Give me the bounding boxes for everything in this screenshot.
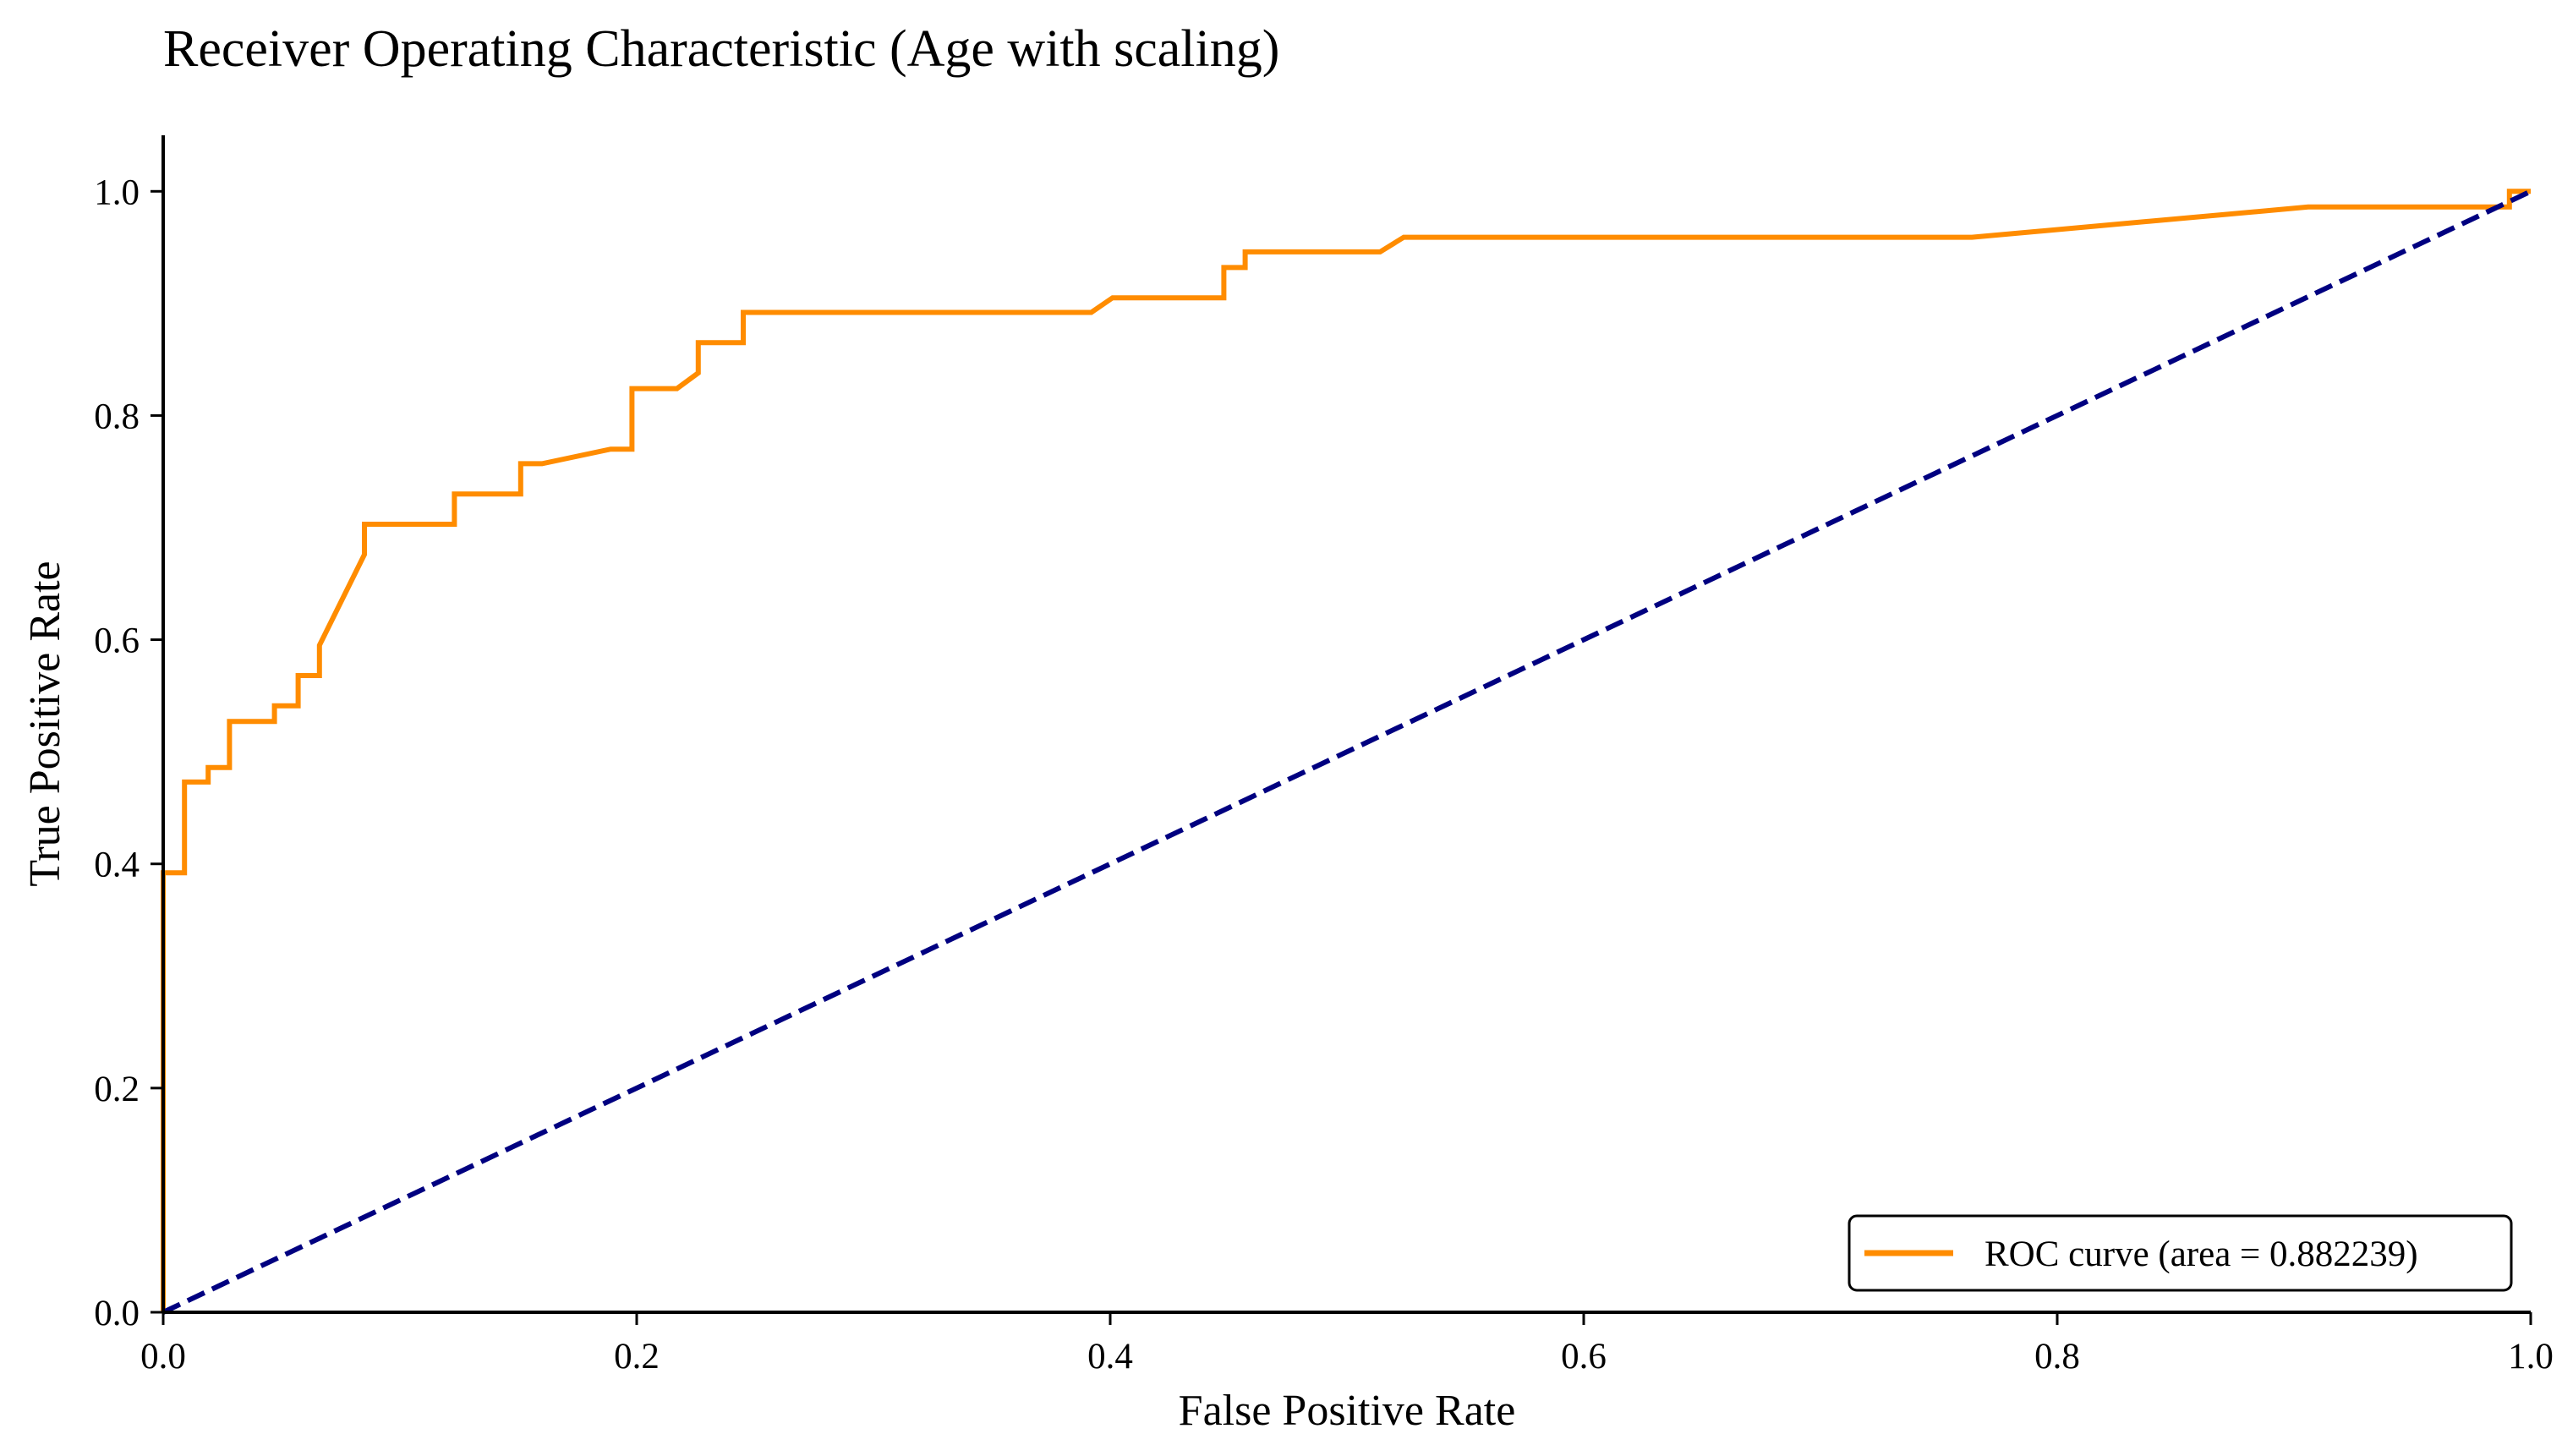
series-layer — [161, 189, 2532, 1315]
y-axis-ticks: 0.0 0.2 0.4 0.6 0.8 1.0 — [94, 172, 163, 1333]
roc-curve-line — [161, 189, 2531, 1312]
legend-box — [1848, 1214, 2513, 1292]
y-axis-label: True Positive Rate — [21, 561, 69, 886]
chance-diagonal-line — [161, 189, 2532, 1315]
y-tick-label: 0.0 — [94, 1294, 140, 1333]
x-tick-label: 0.8 — [2034, 1337, 2080, 1377]
chart-title: Receiver Operating Characteristic (Age w… — [163, 20, 1279, 78]
x-axis-label: False Positive Rate — [1179, 1387, 1516, 1435]
x-axis-ticks: 0.0 0.2 0.4 0.6 0.8 1.0 — [140, 1312, 2554, 1377]
x-tick-label: 0.2 — [614, 1337, 660, 1377]
y-tick-label: 0.4 — [94, 846, 140, 885]
legend: ROC curve (area = 0.882239) — [1848, 1214, 2513, 1292]
legend-label-roc-curve: ROC curve (area = 0.882239) — [1984, 1234, 2418, 1274]
x-tick-label: 0.6 — [1561, 1337, 1607, 1377]
x-tick-label: 1.0 — [2508, 1337, 2554, 1377]
y-tick-label: 0.6 — [94, 621, 140, 661]
y-tick-label: 0.8 — [94, 397, 140, 436]
y-tick-label: 1.0 — [94, 172, 140, 212]
y-tick-label: 0.2 — [94, 1070, 140, 1109]
x-tick-label: 0.0 — [140, 1337, 186, 1377]
x-tick-label: 0.4 — [1087, 1337, 1133, 1377]
